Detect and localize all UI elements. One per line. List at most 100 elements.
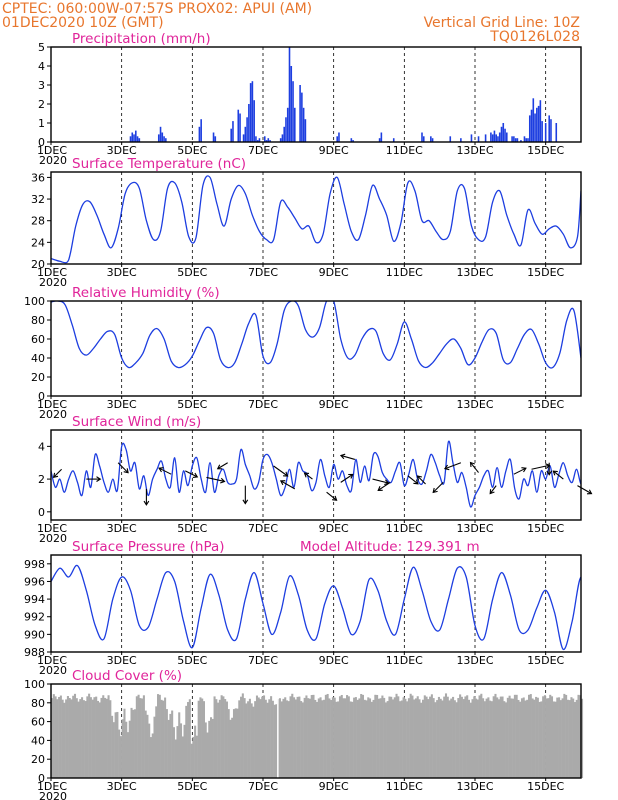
cloud-bar xyxy=(300,701,303,778)
x-tick-label: 5DEC xyxy=(177,522,207,535)
wind-arrow-shaft xyxy=(280,480,296,490)
wind-arrow-shaft xyxy=(577,485,592,495)
cloud-bar xyxy=(218,699,221,778)
cloud-bar xyxy=(414,698,417,778)
wind-arrow-shaft xyxy=(432,481,444,493)
panel-frame xyxy=(50,429,582,521)
precip-bar xyxy=(498,132,501,142)
x-tick-label: 7DEC xyxy=(248,654,278,667)
series-line xyxy=(51,440,581,508)
cloud-bar xyxy=(289,696,292,778)
cloud-bar xyxy=(517,699,520,778)
cloud-bar xyxy=(301,702,304,778)
y-tick-label: 5 xyxy=(38,41,45,54)
cloud-bar xyxy=(501,696,504,778)
cloud-bar xyxy=(573,702,576,778)
precip-bar xyxy=(301,92,303,142)
panel-frame xyxy=(50,46,582,143)
cloud-bar xyxy=(409,693,412,778)
cloud-bar xyxy=(423,695,426,778)
x-tick-label: 5DEC xyxy=(177,266,207,279)
cloud-bar xyxy=(554,701,557,778)
cloud-bar xyxy=(533,699,536,778)
y-tick-label: 4 xyxy=(38,440,45,453)
cloud-bar xyxy=(157,694,160,778)
cloud-bar xyxy=(522,697,525,778)
wind-arrow xyxy=(577,485,593,495)
wind-arrow-shaft xyxy=(340,454,356,460)
cloud-bar xyxy=(547,698,550,778)
panel-5: 988 990 992 994 996 998 1DEC2020 3DEC 5DEC 7DEC 9D… xyxy=(24,539,582,677)
precip-bar xyxy=(279,138,282,142)
precip-bar xyxy=(506,132,508,142)
x-tick-label: 1DEC xyxy=(37,522,67,535)
cloud-bar xyxy=(280,701,283,778)
precip-bar xyxy=(541,121,543,142)
cloud-bar xyxy=(310,695,313,778)
x-tick-label: 15DEC xyxy=(527,398,564,411)
cloud-bar xyxy=(128,720,131,778)
cloud-bar xyxy=(151,733,154,778)
cloud-bar xyxy=(360,693,363,778)
wind-arrow-head xyxy=(143,500,150,506)
x-tick-label: 15DEC xyxy=(527,266,564,279)
cloud-bar xyxy=(338,696,342,778)
wind-arrow xyxy=(416,475,426,485)
x-tick-label: 13DEC xyxy=(456,144,493,157)
cloud-bar xyxy=(187,702,190,778)
precip-bar xyxy=(135,130,137,142)
precip-bar xyxy=(421,132,423,142)
x-tick-label: 1DEC xyxy=(37,144,67,157)
x-tick-label: 7DEC xyxy=(248,144,278,157)
cloud-bar xyxy=(248,698,251,778)
cloud-bar xyxy=(388,696,391,778)
precip-bar xyxy=(493,130,496,142)
precip-bar xyxy=(513,136,515,142)
cloud-bar xyxy=(96,700,99,778)
wind-arrow-shaft xyxy=(531,464,550,470)
cloud-bar xyxy=(577,694,580,778)
x-tick-label: 1DEC xyxy=(37,654,67,667)
precip-bar xyxy=(263,136,266,142)
x-tick-label: 1DEC xyxy=(37,266,67,279)
y-tick-label: 80 xyxy=(31,314,45,327)
cloud-bar xyxy=(174,739,177,778)
wind-arrow-head xyxy=(443,464,450,471)
cloud-bar xyxy=(91,699,94,778)
cloud-bar xyxy=(298,696,301,778)
cloud-bar xyxy=(206,732,209,778)
cloud-bar xyxy=(411,695,414,778)
cloud-bar xyxy=(153,716,156,778)
cloud-bar xyxy=(471,699,474,778)
cloud-bar xyxy=(374,694,377,778)
panel-frame xyxy=(50,171,582,265)
wind-arrow xyxy=(86,476,102,482)
panel-title: Surface Pressure (hPa) xyxy=(72,539,225,555)
x-tick-label: 3DEC xyxy=(107,398,137,411)
precip-bar xyxy=(484,134,487,142)
precip-bar xyxy=(504,128,506,142)
y-tick-label: 32 xyxy=(31,193,45,206)
cloud-bar xyxy=(275,704,278,778)
wind-arrow-shaft xyxy=(304,472,313,480)
wind-arrow-head xyxy=(489,489,495,495)
wind-arrow-head xyxy=(332,495,338,501)
precip-bar xyxy=(550,119,552,142)
cloud-bar xyxy=(75,698,78,778)
y-tick-label: 996 xyxy=(24,575,45,588)
cloud-bar xyxy=(255,695,258,778)
cloud-bar xyxy=(118,729,121,778)
cloud-bar xyxy=(188,699,191,778)
y-tick-label: 994 xyxy=(24,593,45,606)
precip-bar xyxy=(520,140,522,142)
cloud-bar xyxy=(291,693,294,778)
x-tick-label: 7DEC xyxy=(248,398,278,411)
cloud-bar xyxy=(195,735,198,778)
cloud-bar xyxy=(429,696,432,778)
precip-bar xyxy=(500,126,503,142)
cloud-bar xyxy=(114,712,117,778)
cloud-bar xyxy=(185,705,188,778)
precip-bar xyxy=(502,123,505,142)
wind-arrow-shaft xyxy=(552,470,564,480)
x-tick-year: 2020 xyxy=(39,532,67,545)
